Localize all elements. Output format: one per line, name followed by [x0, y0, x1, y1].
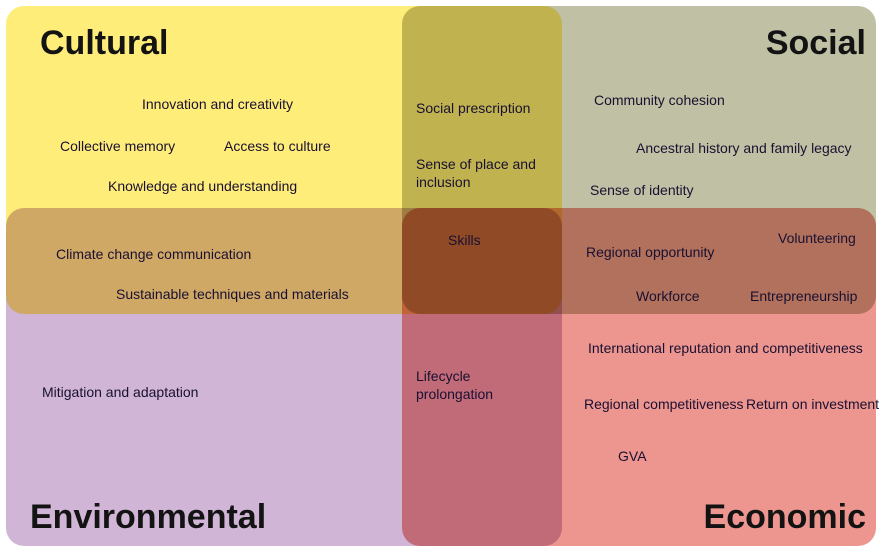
label-volunteering: Volunteering	[778, 230, 856, 248]
title-economic: Economic	[704, 498, 866, 537]
label-knowledge-understanding: Knowledge and understanding	[108, 178, 297, 196]
label-social-prescription: Social prescription	[416, 100, 546, 118]
title-cultural: Cultural	[40, 24, 168, 63]
label-sense-of-identity: Sense of identity	[590, 182, 694, 200]
label-mitigation-adaptation: Mitigation and adaptation	[42, 384, 198, 402]
label-regional-opportunity: Regional opportunity	[586, 244, 714, 262]
label-international-reputation: International reputation and competitive…	[588, 340, 863, 358]
label-skills: Skills	[448, 232, 481, 250]
label-regional-competitiveness: Regional competitiveness	[584, 396, 744, 414]
label-workforce: Workforce	[636, 288, 700, 306]
label-collective-memory: Collective memory	[60, 138, 175, 156]
label-innovation-creativity: Innovation and creativity	[142, 96, 293, 114]
label-gva: GVA	[618, 448, 647, 466]
label-sustainable-techniques: Sustainable techniques and materials	[116, 286, 349, 304]
label-climate-change-communication: Climate change communication	[56, 246, 251, 264]
label-sense-of-place-inclusion: Sense of place and inclusion	[416, 156, 546, 191]
label-community-cohesion: Community cohesion	[594, 92, 725, 110]
label-return-on-investment: Return on investment	[746, 396, 879, 414]
diagram-frame: Cultural Social Environmental Economic I…	[0, 0, 882, 552]
label-access-to-culture: Access to culture	[224, 138, 331, 156]
title-social: Social	[766, 24, 866, 63]
title-environmental: Environmental	[30, 498, 266, 537]
label-ancestral-history: Ancestral history and family legacy	[636, 140, 852, 158]
label-lifecycle-prolongation: Lifecycle prolongation	[416, 368, 546, 403]
label-entrepreneurship: Entrepreneurship	[750, 288, 857, 306]
